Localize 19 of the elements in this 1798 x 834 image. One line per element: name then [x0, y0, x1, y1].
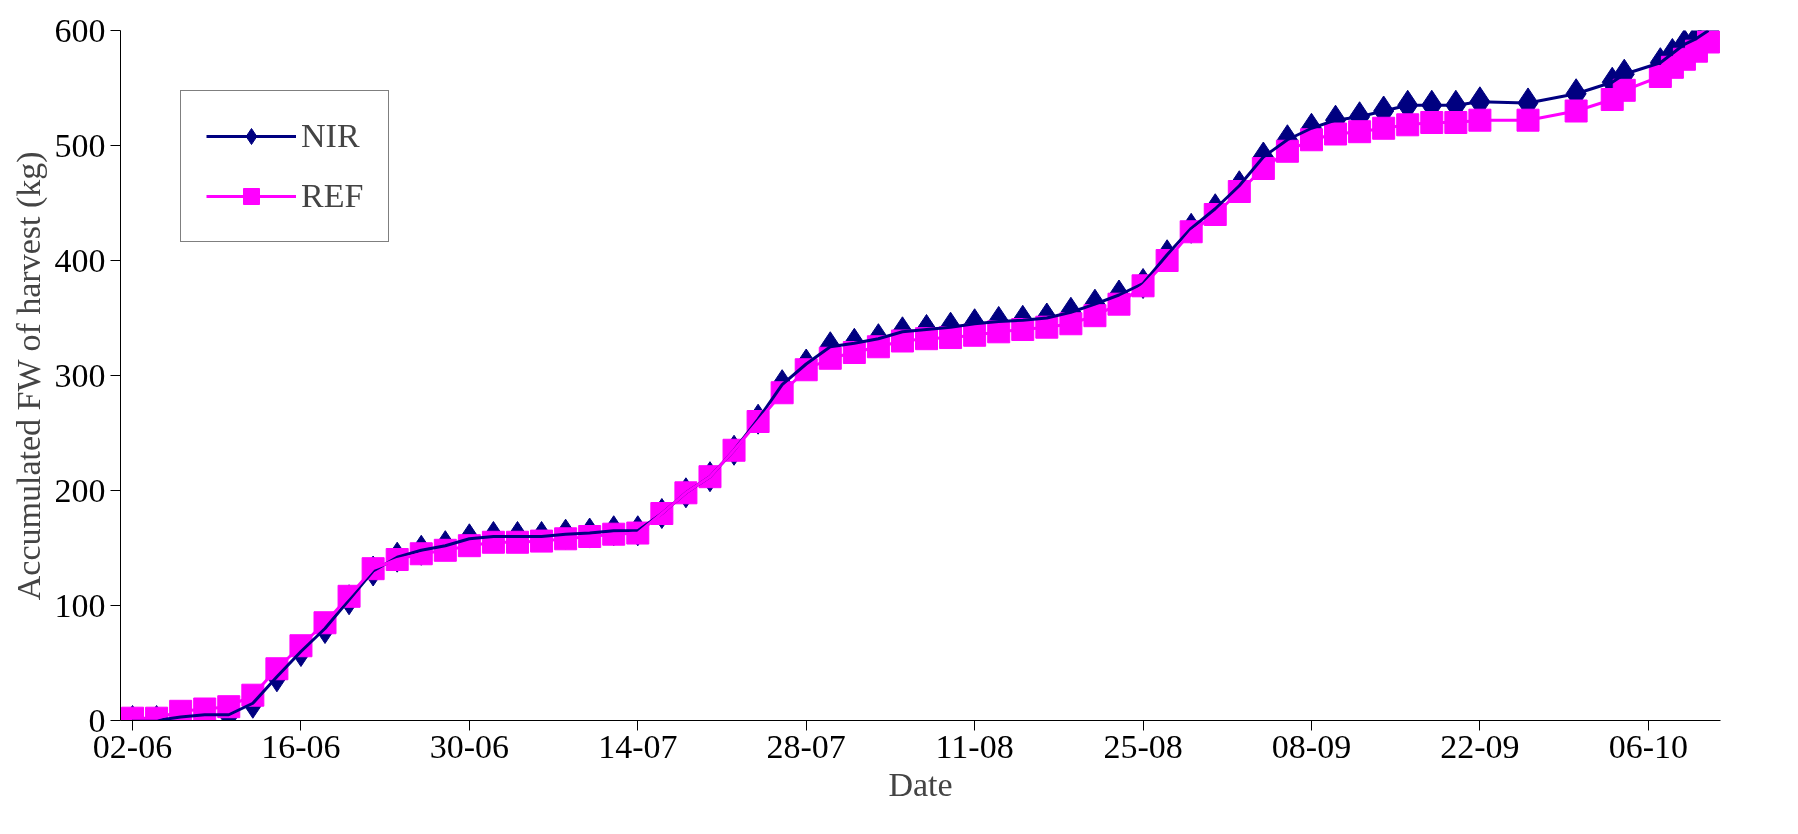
- legend-label: NIR: [301, 117, 360, 155]
- y-tick-label: 600: [54, 11, 106, 49]
- x-tick-label: 08-09: [1271, 727, 1352, 765]
- y-tick-label: 300: [54, 356, 106, 394]
- x-tick-label: 25-08: [1103, 727, 1183, 765]
- x-tick-label: 06-10: [1608, 727, 1688, 765]
- y-tick-label: 400: [54, 241, 106, 279]
- y-tick-label: 500: [54, 126, 106, 164]
- x-tick-label: 28-07: [766, 727, 846, 765]
- x-axis-title: Date: [888, 765, 953, 803]
- y-axis-title: Accumulated FW of harvest (kg): [9, 151, 48, 601]
- legend-label: REF: [301, 177, 364, 215]
- x-tick-label: 14-07: [598, 727, 678, 765]
- y-tick-label: 100: [54, 586, 106, 624]
- y-tick-label: 200: [54, 471, 106, 509]
- x-tick-label: 16-06: [261, 727, 341, 765]
- x-tick-label: 22-09: [1440, 727, 1520, 765]
- x-tick-label: 11-08: [935, 727, 1014, 765]
- x-tick-label: 30-06: [429, 727, 510, 765]
